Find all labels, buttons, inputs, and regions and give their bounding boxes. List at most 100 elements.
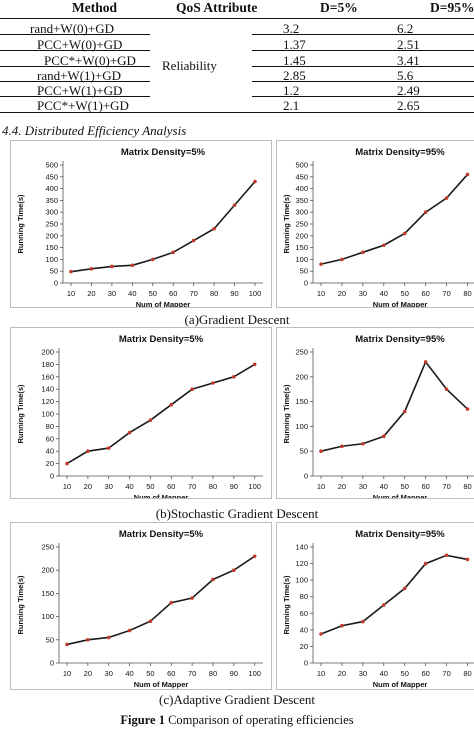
figure-label: Figure 1 [120,713,165,727]
x-tick-label: 60 [421,669,429,678]
y-tick-label: 350 [45,196,58,205]
row-rule [0,34,150,35]
data-point [402,409,407,414]
data-point [232,568,236,572]
x-tick-label: 10 [317,289,325,298]
y-tick-label: 200 [295,231,308,240]
y-axis-label: Running Time(s) [16,194,25,254]
x-tick-label: 40 [128,289,136,298]
y-tick-label: 500 [295,161,308,170]
x-tick-label: 50 [146,669,154,678]
data-point [319,262,323,266]
x-tick-label: 50 [149,289,157,298]
chart-title: Matrix Density=5% [121,147,206,158]
y-tick-label: 400 [295,184,308,193]
x-tick-label: 50 [401,482,409,491]
chart-title: Matrix Density=5% [119,334,204,345]
data-point [127,628,132,633]
data-point [106,446,111,450]
y-tick-label: 150 [41,589,54,598]
data-point [252,362,257,367]
x-tick-label: 70 [442,669,450,678]
data-point [340,623,344,628]
data-point [65,461,69,466]
table-row-d5: 1.2 [283,83,300,98]
y-tick-label: 150 [45,243,58,252]
y-tick-label: 100 [295,255,308,264]
x-axis-label: Num of Mapper [373,300,428,307]
table-row-method: rand+W(1)+GD [37,68,121,83]
chart-title: Matrix Density=95% [355,529,445,540]
row-rule [0,66,150,67]
data-point [211,577,215,582]
y-tick-label: 100 [41,410,54,419]
data-point [340,257,344,262]
table-row-method: PCC*+W(1)+GD [37,98,129,113]
row-rule [0,81,150,82]
table-row-method: PCC*+W(0)+GD [44,53,136,68]
table-row-d95: 6.2 [397,21,414,36]
data-point [381,434,386,439]
data-point [444,387,449,391]
x-axis-label: Num of Mapper [134,493,189,498]
y-tick-label: 300 [45,208,58,217]
data-point [211,381,215,385]
chart-panel-b5: Matrix Density=5% 0 20 40 60 80 100 120 140 160 18… [10,327,272,499]
table-row-d95: 5.6 [397,68,414,83]
y-tick-label: 140 [295,543,308,552]
y-tick-label: 80 [46,422,54,431]
y-tick-label: 50 [50,267,58,276]
table-row-method: PCC+W(0)+GD [37,37,123,52]
x-tick-label: 80 [463,482,471,491]
row-rule [252,96,474,97]
data-point [444,196,449,200]
table-row-d95: 2.51 [397,37,420,52]
x-axis-label: Num of Mapper [373,493,428,498]
data-point [190,596,194,600]
y-tick-label: 250 [41,543,54,552]
x-tick-label: 60 [167,669,175,678]
x-tick-label: 50 [401,669,409,678]
data-point [423,561,428,566]
x-tick-label: 70 [442,289,450,298]
header-qos-attribute: QoS Attribute [176,0,258,15]
x-tick-label: 80 [209,482,217,491]
x-tick-label: 10 [63,482,71,491]
y-tick-label: 100 [295,576,308,585]
chart-a5: Matrix Density=5% 0 50 100 150 200 250 300 350 40… [16,147,263,307]
figure-caption: Figure 1 Comparison of operating efficie… [0,713,474,728]
x-tick-label: 30 [359,482,367,491]
data-point [465,407,470,411]
x-tick-label: 40 [125,669,133,678]
x-tick-label: 80 [463,669,471,678]
y-tick-label: 0 [50,659,54,668]
table-row-d5: 1.45 [283,53,306,68]
y-tick-label: 200 [295,372,308,381]
y-tick-label: 0 [50,472,54,481]
data-point [423,360,428,364]
data-point [361,250,365,255]
y-tick-label: 300 [295,208,308,217]
x-tick-label: 10 [317,482,325,491]
chart-panel-b95: Matrix Density=95% 0 50 100 150 200 250 10 20 30 4… [276,327,474,499]
y-tick-label: 50 [46,635,54,644]
data-point [319,449,323,453]
y-tick-label: 150 [295,243,308,252]
x-tick-label: 20 [84,669,92,678]
data-point [232,203,237,207]
y-tick-label: 200 [45,231,58,240]
x-tick-label: 80 [209,669,217,678]
data-point [340,444,344,449]
data-point [465,557,470,562]
table-row-method: rand+W(0)+GD [30,21,114,36]
x-tick-label: 90 [230,669,238,678]
y-tick-label: 100 [45,255,58,264]
data-point [402,586,407,591]
y-tick-label: 80 [300,592,308,601]
series-line [320,360,469,452]
row-rule [0,96,150,97]
x-tick-label: 20 [87,289,95,298]
row-rule [252,34,474,35]
table-row-method: PCC+W(1)+GD [37,83,123,98]
chart-panel-a5: Matrix Density=5% 0 50 100 150 200 250 300 350 40… [10,140,272,308]
